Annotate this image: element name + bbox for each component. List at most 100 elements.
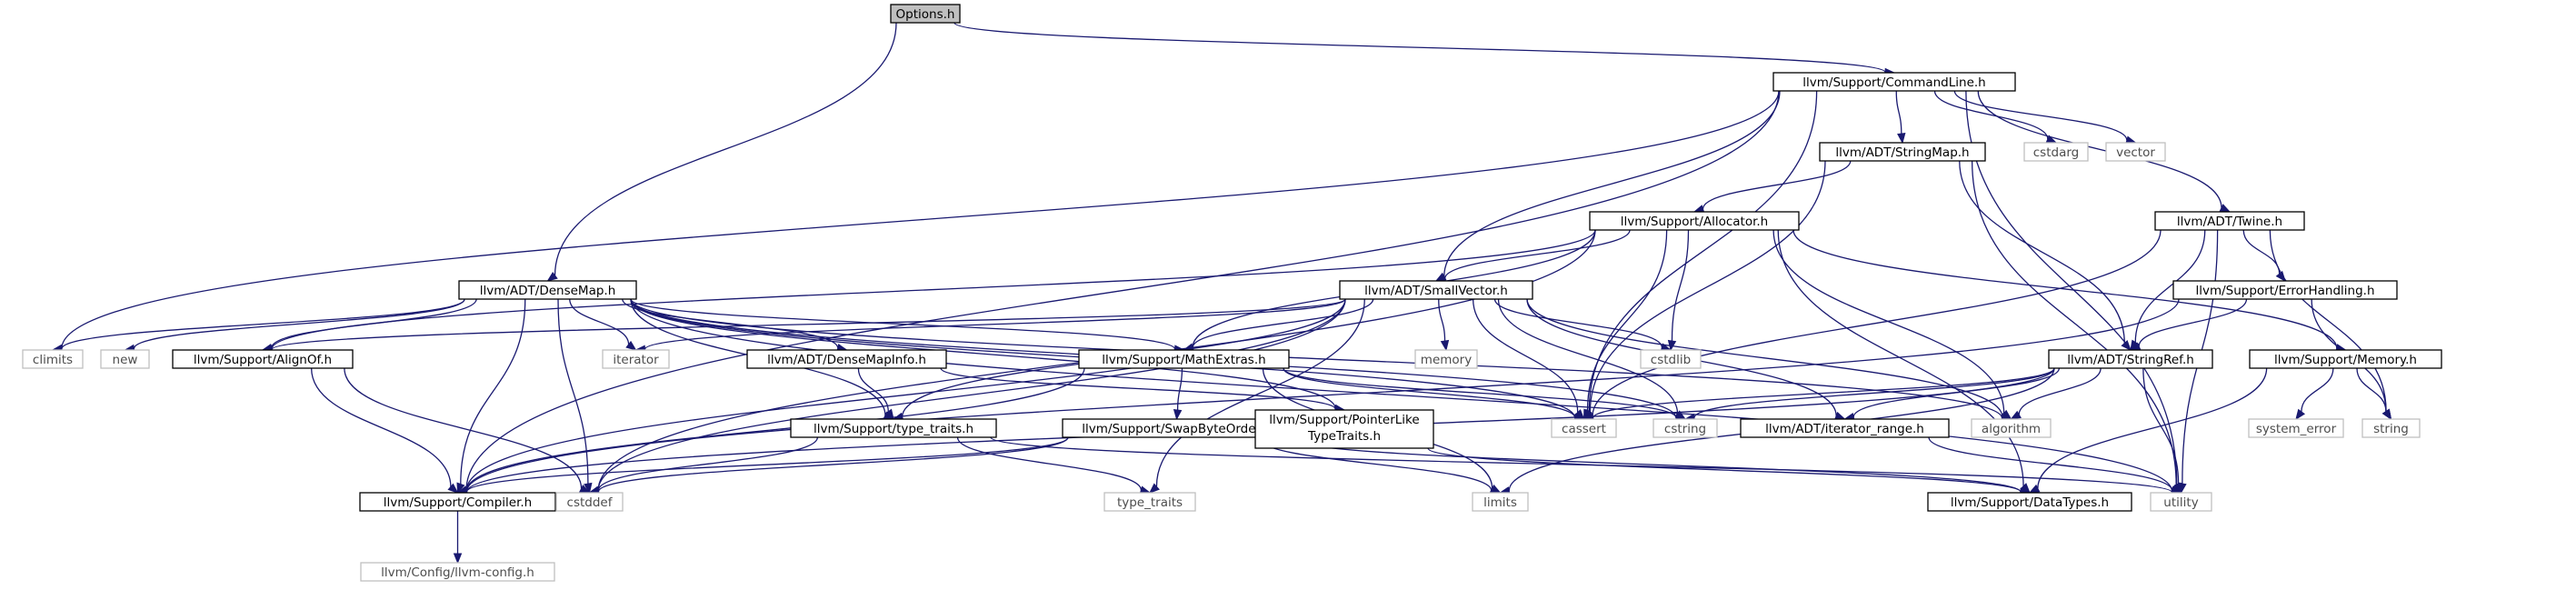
node-label: llvm/Config/llvm-config.h xyxy=(381,565,534,580)
edge-densemapinfo-to-typetraits xyxy=(857,367,894,421)
node-iterator: iterator xyxy=(602,349,670,369)
node-stringmap[interactable]: llvm/ADT/StringMap.h xyxy=(1819,142,1986,162)
node-swapbyteorder[interactable]: llvm/Support/SwapByteOrder.h xyxy=(1062,418,1292,438)
node-compiler[interactable]: llvm/Support/Compiler.h xyxy=(359,492,556,512)
node-box xyxy=(746,349,947,369)
edge-twine-to-cassert xyxy=(1583,229,2162,421)
node-box xyxy=(1589,211,1800,231)
node-typetraits[interactable]: llvm/Support/type_traits.h xyxy=(790,418,997,438)
edge-stringmap-to-allocator xyxy=(1692,160,1852,214)
edge-typetraits-to-utility xyxy=(990,436,2182,497)
node-label: llvm/ADT/DenseMap.h xyxy=(480,284,616,298)
edge-densemap-to-climits xyxy=(51,298,465,354)
edge-arrowhead xyxy=(456,482,465,495)
edge-arrowhead xyxy=(584,482,593,495)
node-box xyxy=(1078,349,1290,369)
edge-mathextras-to-swapbyteorder xyxy=(1173,367,1183,421)
edge-layer xyxy=(51,22,2392,565)
edge-options-to-densemap xyxy=(546,22,897,282)
node-commandline[interactable]: llvm/Support/CommandLine.h xyxy=(1772,72,2016,92)
node-new: new xyxy=(100,349,150,369)
node-label: system_error xyxy=(2256,422,2337,436)
node-pointerlike[interactable]: llvm/Support/PointerLike TypeTraits.h xyxy=(1254,409,1434,449)
edge-commandline-to-cstdarg xyxy=(1933,90,2058,144)
node-box xyxy=(1971,418,2052,438)
node-label: iterator xyxy=(613,353,659,367)
node-systemerror: system_error xyxy=(2248,418,2344,438)
node-box xyxy=(1640,349,1702,369)
node-utility: utility xyxy=(2150,492,2212,512)
node-label: llvm/Support/DataTypes.h xyxy=(1951,495,2109,510)
node-mathextras[interactable]: llvm/Support/MathExtras.h xyxy=(1078,349,1290,369)
node-label: llvm/Support/type_traits.h xyxy=(814,422,973,436)
node-densemap[interactable]: llvm/ADT/DenseMap.h xyxy=(458,280,637,300)
edge-commandline-to-twine xyxy=(1977,90,2232,213)
edge-densemap-to-utility xyxy=(630,298,2182,496)
node-stdtypetraits: type_traits xyxy=(1103,492,1196,512)
node-options: Options.h xyxy=(890,4,961,24)
node-limits: limits xyxy=(1472,492,1529,512)
node-smallvector[interactable]: llvm/ADT/SmallVector.h xyxy=(1339,280,1533,300)
node-box xyxy=(2105,142,2166,162)
node-label: type_traits xyxy=(1117,495,1183,510)
node-label: Options.h xyxy=(896,7,955,22)
edge-arrowhead xyxy=(2010,410,2022,420)
edge-commandline-to-smallvector xyxy=(1434,90,1781,282)
node-label: cstring xyxy=(1664,422,1706,436)
node-supportmemory[interactable]: llvm/Support/Memory.h xyxy=(2249,349,2442,369)
node-iteratorrange[interactable]: llvm/ADT/iterator_range.h xyxy=(1740,418,1950,438)
node-llvmconfig: llvm/Config/llvm-config.h xyxy=(360,562,555,582)
edge-stringmap-to-stringref xyxy=(1959,160,2132,351)
edge-arrowhead xyxy=(1149,483,1160,494)
node-box xyxy=(2249,349,2442,369)
edge-swapbyteorder-to-compiler xyxy=(456,436,1069,496)
node-label: cstdlib xyxy=(1651,353,1691,367)
node-box xyxy=(2154,211,2305,231)
node-datatypes[interactable]: llvm/Support/DataTypes.h xyxy=(1927,492,2132,512)
node-box xyxy=(602,349,670,369)
node-box xyxy=(1772,72,2016,92)
node-label: llvm/Support/AlignOf.h xyxy=(194,353,332,367)
node-stringref[interactable]: llvm/ADT/StringRef.h xyxy=(2048,349,2213,369)
edge-arrowhead xyxy=(2275,270,2286,283)
node-box xyxy=(1339,280,1533,300)
node-label: llvm/ADT/iterator_range.h xyxy=(1765,422,1924,436)
edge-arrowhead xyxy=(1440,339,1450,352)
edge-stringmap-to-cassert xyxy=(1583,160,1826,420)
edge-arrowhead xyxy=(2295,408,2306,421)
node-label: llvm/Support/MathExtras.h xyxy=(1102,353,1265,367)
edge-allocator-to-cassert xyxy=(1583,229,1668,421)
node-label: climits xyxy=(33,353,73,367)
node-box xyxy=(1551,418,1617,438)
node-cassert: cassert xyxy=(1551,418,1617,438)
node-alignof[interactable]: llvm/Support/AlignOf.h xyxy=(172,349,354,369)
node-label: string xyxy=(2373,422,2409,436)
edge-densemap-to-iterator xyxy=(569,298,637,351)
edge-alignof-to-cstddef xyxy=(344,367,591,494)
node-label: vector xyxy=(2116,145,2155,160)
node-label: llvm/Support/Memory.h xyxy=(2274,353,2417,367)
node-box xyxy=(1652,418,1718,438)
node-label: llvm/Support/Compiler.h xyxy=(384,495,532,510)
edge-typetraits-to-stdtypetraits xyxy=(956,436,1152,495)
edge-supportmemory-to-datatypes xyxy=(2028,367,2268,494)
node-label: llvm/ADT/SmallVector.h xyxy=(1364,284,1508,298)
node-label: utility xyxy=(2163,495,2198,510)
edge-arrowhead xyxy=(453,553,463,565)
node-cstdarg: cstdarg xyxy=(2023,142,2089,162)
node-errorhandling[interactable]: llvm/Support/ErrorHandling.h xyxy=(2172,280,2398,300)
node-algorithm: algorithm xyxy=(1971,418,2052,438)
node-densemapinfo[interactable]: llvm/ADT/DenseMapInfo.h xyxy=(746,349,947,369)
node-label: llvm/Support/CommandLine.h xyxy=(1802,75,1985,90)
edge-arrowhead xyxy=(2121,340,2132,351)
node-label: cassert xyxy=(1562,422,1606,436)
edge-stringref-to-iteratorrange xyxy=(1843,367,2061,422)
node-box xyxy=(790,418,997,438)
node-box xyxy=(1927,492,2132,512)
node-box xyxy=(100,349,150,369)
edge-stringref-to-algorithm xyxy=(2010,367,2102,420)
node-allocator[interactable]: llvm/Support/Allocator.h xyxy=(1589,211,1800,231)
node-twine[interactable]: llvm/ADT/Twine.h xyxy=(2154,211,2305,231)
node-label: llvm/Support/ErrorHandling.h xyxy=(2195,284,2374,298)
edge-densemap-to-compiler xyxy=(456,298,526,495)
